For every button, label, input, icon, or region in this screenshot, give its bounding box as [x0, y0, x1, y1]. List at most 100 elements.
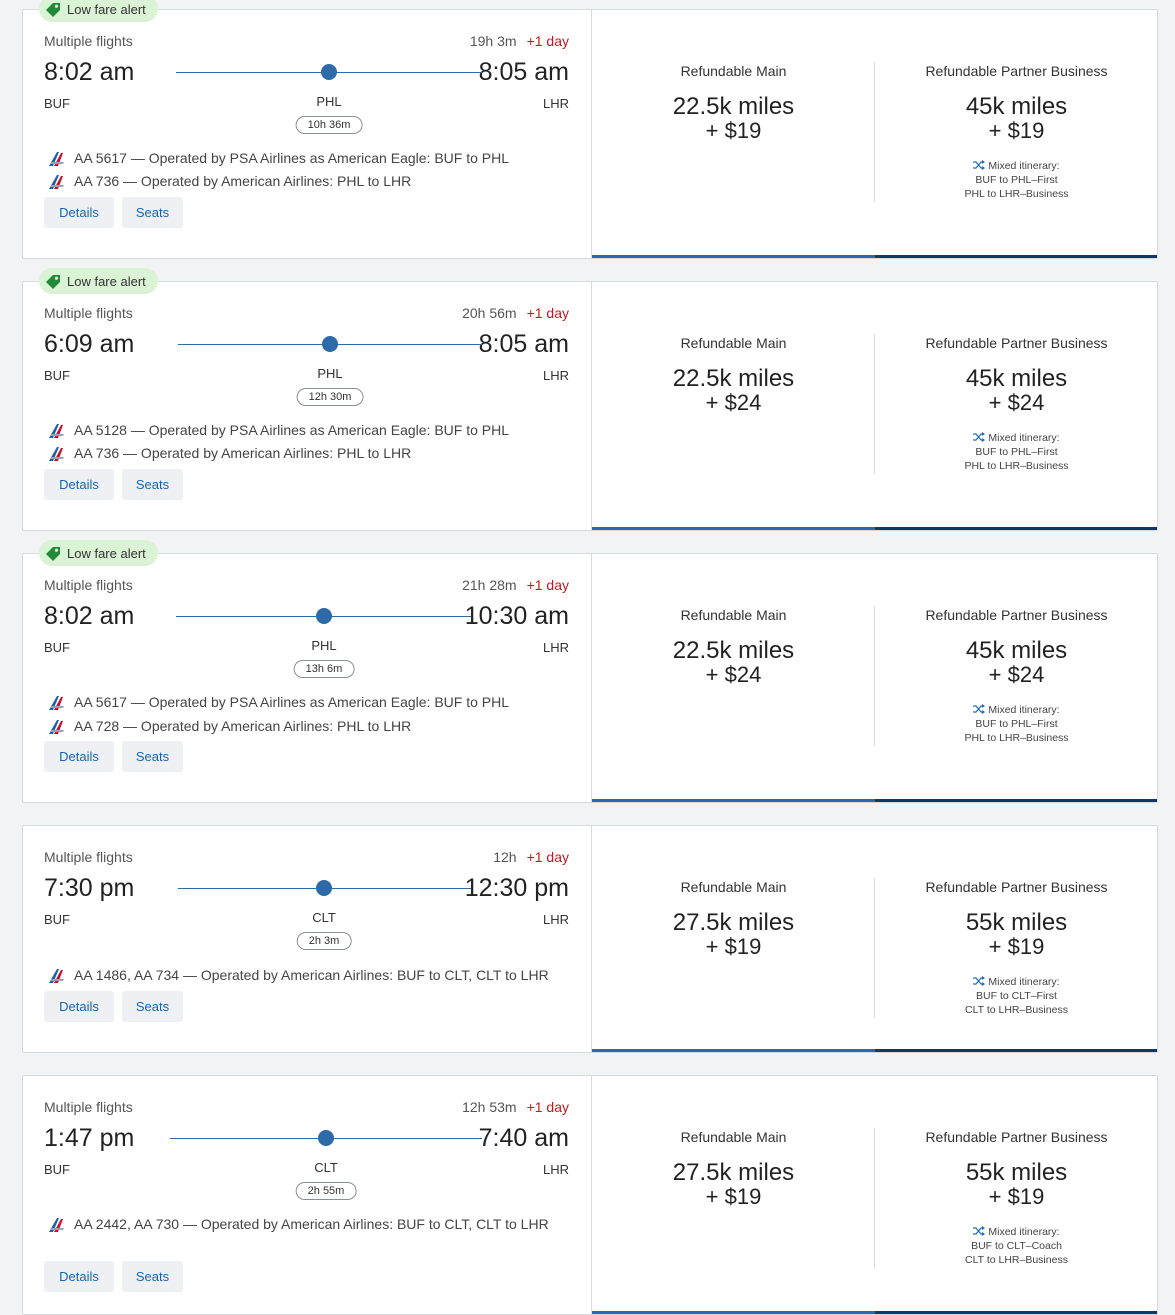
american-airlines-logo-icon	[49, 969, 64, 983]
fare-option-business[interactable]: Refundable Partner Business 55k miles + $1…	[875, 826, 1158, 1052]
details-button[interactable]: Details	[44, 469, 114, 500]
seats-button[interactable]: Seats	[122, 741, 183, 772]
mixed-itinerary-label-text: Mixed itinerary:	[988, 1226, 1060, 1238]
segment-text: AA 728 — Operated by American Airlines: …	[74, 718, 412, 734]
origin-airport-code: BUF	[44, 96, 70, 111]
fare-option-business[interactable]: Refundable Partner Business 45k miles + $1…	[875, 10, 1158, 258]
fare-column-divider	[874, 606, 875, 746]
flight-segment: AA 5617 — Operated by PSA Airlines as Am…	[47, 692, 571, 713]
fare-option-business[interactable]: Refundable Partner Business 55k miles + $1…	[875, 1076, 1158, 1314]
seats-button[interactable]: Seats	[122, 197, 183, 228]
fare-cash-amount: + $19	[705, 934, 762, 959]
fare-cash-amount: + $24	[988, 662, 1045, 687]
mixed-itinerary-segment-2: CLT to LHR–Business	[965, 1004, 1068, 1016]
seats-button[interactable]: Seats	[122, 991, 183, 1022]
fare-miles: 55k miles	[965, 909, 1068, 936]
fare-class-title: Refundable Partner Business	[925, 1129, 1108, 1145]
mixed-itinerary-label: Mixed itinerary:	[875, 703, 1158, 717]
price-tag-icon	[46, 275, 60, 289]
flight-result-card[interactable]: Low fare alert Multiple flights 20h 56m +1 …	[22, 268, 1158, 531]
fare-main-accent-bar	[592, 255, 875, 258]
mixed-itinerary-note: Mixed itinerary: BUF to PHL–First PHL to L…	[875, 703, 1158, 745]
flight-segment: AA 5128 — Operated by PSA Airlines as Am…	[47, 420, 571, 441]
flight-result-card[interactable]: Low fare alert Multiple flights 21h 28m +1 …	[22, 540, 1158, 803]
connection-airport-code: PHL	[311, 638, 337, 653]
fare-class-title: Refundable Main	[680, 1129, 787, 1145]
american-airlines-logo-icon	[49, 1218, 64, 1232]
price-tag-icon	[46, 3, 60, 17]
seats-button[interactable]: Seats	[122, 1261, 183, 1292]
trip-duration: 21h 28m +1 day	[462, 577, 569, 593]
fare-options-panel: Refundable Main 22.5k miles + $24 Refundabl…	[592, 554, 1157, 802]
mixed-itinerary-label-text: Mixed itinerary:	[988, 432, 1060, 444]
destination-airport-code: LHR	[542, 640, 569, 655]
fare-miles: 22.5k miles	[672, 93, 795, 120]
fare-miles: 45k miles	[965, 637, 1068, 664]
fare-class-title: Refundable Main	[680, 607, 787, 623]
flight-result-card[interactable]: Low fare alert Multiple flights 19h 3m +1 d…	[22, 0, 1158, 259]
layover-duration-pill: 13h 6m	[293, 660, 355, 678]
connection-dot	[321, 64, 337, 80]
fare-main-accent-bar	[592, 527, 875, 530]
plus-day-indicator: +1 day	[526, 305, 569, 321]
fare-option-main[interactable]: Refundable Main 27.5k miles + $19	[592, 1076, 875, 1314]
segment-text: AA 5617 — Operated by PSA Airlines as Am…	[74, 150, 510, 166]
american-airlines-logo-icon	[49, 720, 64, 734]
fare-options-panel: Refundable Main 27.5k miles + $19 Refundabl…	[592, 1076, 1157, 1314]
connection-airport-code: PHL	[316, 94, 342, 109]
american-airlines-logo-icon	[49, 152, 64, 166]
details-button[interactable]: Details	[44, 197, 114, 228]
fare-option-business[interactable]: Refundable Partner Business 45k miles + $2…	[875, 282, 1158, 530]
flight-segment: AA 2442, AA 730 — Operated by American A…	[47, 1214, 571, 1235]
fare-miles: 27.5k miles	[672, 1159, 795, 1186]
flight-segment: AA 736 — Operated by American Airlines: …	[47, 443, 571, 464]
details-button[interactable]: Details	[44, 741, 114, 772]
destination-airport-code: LHR	[542, 368, 569, 383]
layover-duration-pill: 2h 3m	[296, 932, 352, 950]
connection-airport-code: PHL	[317, 366, 343, 381]
fare-option-main[interactable]: Refundable Main 22.5k miles + $24	[592, 554, 875, 802]
segment-text: AA 1486, AA 734 — Operated by American A…	[74, 967, 549, 983]
mixed-itinerary-segment-2: CLT to LHR–Business	[965, 1254, 1068, 1266]
plus-day-indicator: +1 day	[526, 33, 569, 49]
flight-segment: AA 5617 — Operated by PSA Airlines as Am…	[47, 148, 571, 169]
layover-duration-pill: 12h 30m	[296, 388, 364, 406]
destination-airport-code: LHR	[542, 96, 569, 111]
departure-time: 1:47 pm	[44, 1124, 135, 1152]
fare-column-divider	[874, 62, 875, 202]
fare-option-main[interactable]: Refundable Main 22.5k miles + $19	[592, 10, 875, 258]
departure-time: 8:02 am	[44, 602, 135, 630]
itinerary-panel: Multiple flights 12h 53m +1 day 1:47 pm 7:40…	[23, 1076, 592, 1314]
itinerary-panel: Low fare alert Multiple flights 19h 3m +1 d…	[23, 0, 592, 258]
origin-airport-code: BUF	[44, 1162, 70, 1177]
low-fare-alert-badge: Low fare alert	[39, 540, 158, 566]
duration-value: 21h 28m	[462, 577, 517, 593]
fare-option-business[interactable]: Refundable Partner Business 45k miles + $2…	[875, 554, 1158, 802]
fare-cash-amount: + $19	[705, 118, 762, 143]
low-fare-alert-badge: Low fare alert	[39, 0, 158, 22]
details-button[interactable]: Details	[44, 1261, 114, 1292]
shuffle-icon	[973, 976, 986, 986]
segment-text: AA 2442, AA 730 — Operated by American A…	[74, 1216, 549, 1232]
mixed-itinerary-label: Mixed itinerary:	[875, 431, 1158, 445]
shuffle-icon	[973, 704, 986, 714]
segment-text: AA 736 — Operated by American Airlines: …	[74, 445, 412, 461]
duration-value: 19h 3m	[469, 33, 517, 49]
arrival-time: 10:30 am	[464, 602, 569, 630]
duration-value: 12h	[493, 849, 517, 865]
arrival-time: 8:05 am	[478, 330, 569, 358]
origin-airport-code: BUF	[44, 640, 70, 655]
flight-result-card[interactable]: Multiple flights 12h +1 day 7:30 pm 12:30 pm…	[22, 825, 1158, 1053]
connection-airport-code: CLT	[314, 1160, 338, 1175]
mixed-itinerary-note: Mixed itinerary: BUF to PHL–First PHL to L…	[875, 431, 1158, 473]
american-airlines-logo-icon	[49, 175, 64, 189]
flight-result-card[interactable]: Multiple flights 12h 53m +1 day 1:47 pm 7:40…	[22, 1075, 1158, 1315]
seats-button[interactable]: Seats	[122, 469, 183, 500]
fare-option-main[interactable]: Refundable Main 22.5k miles + $24	[592, 282, 875, 530]
fare-option-main[interactable]: Refundable Main 27.5k miles + $19	[592, 826, 875, 1052]
badge-label: Low fare alert	[67, 273, 146, 289]
details-button[interactable]: Details	[44, 991, 114, 1022]
mixed-itinerary-segment-2: PHL to LHR–Business	[964, 732, 1069, 744]
connection-dot	[322, 336, 338, 352]
fare-miles: 55k miles	[965, 1159, 1068, 1186]
